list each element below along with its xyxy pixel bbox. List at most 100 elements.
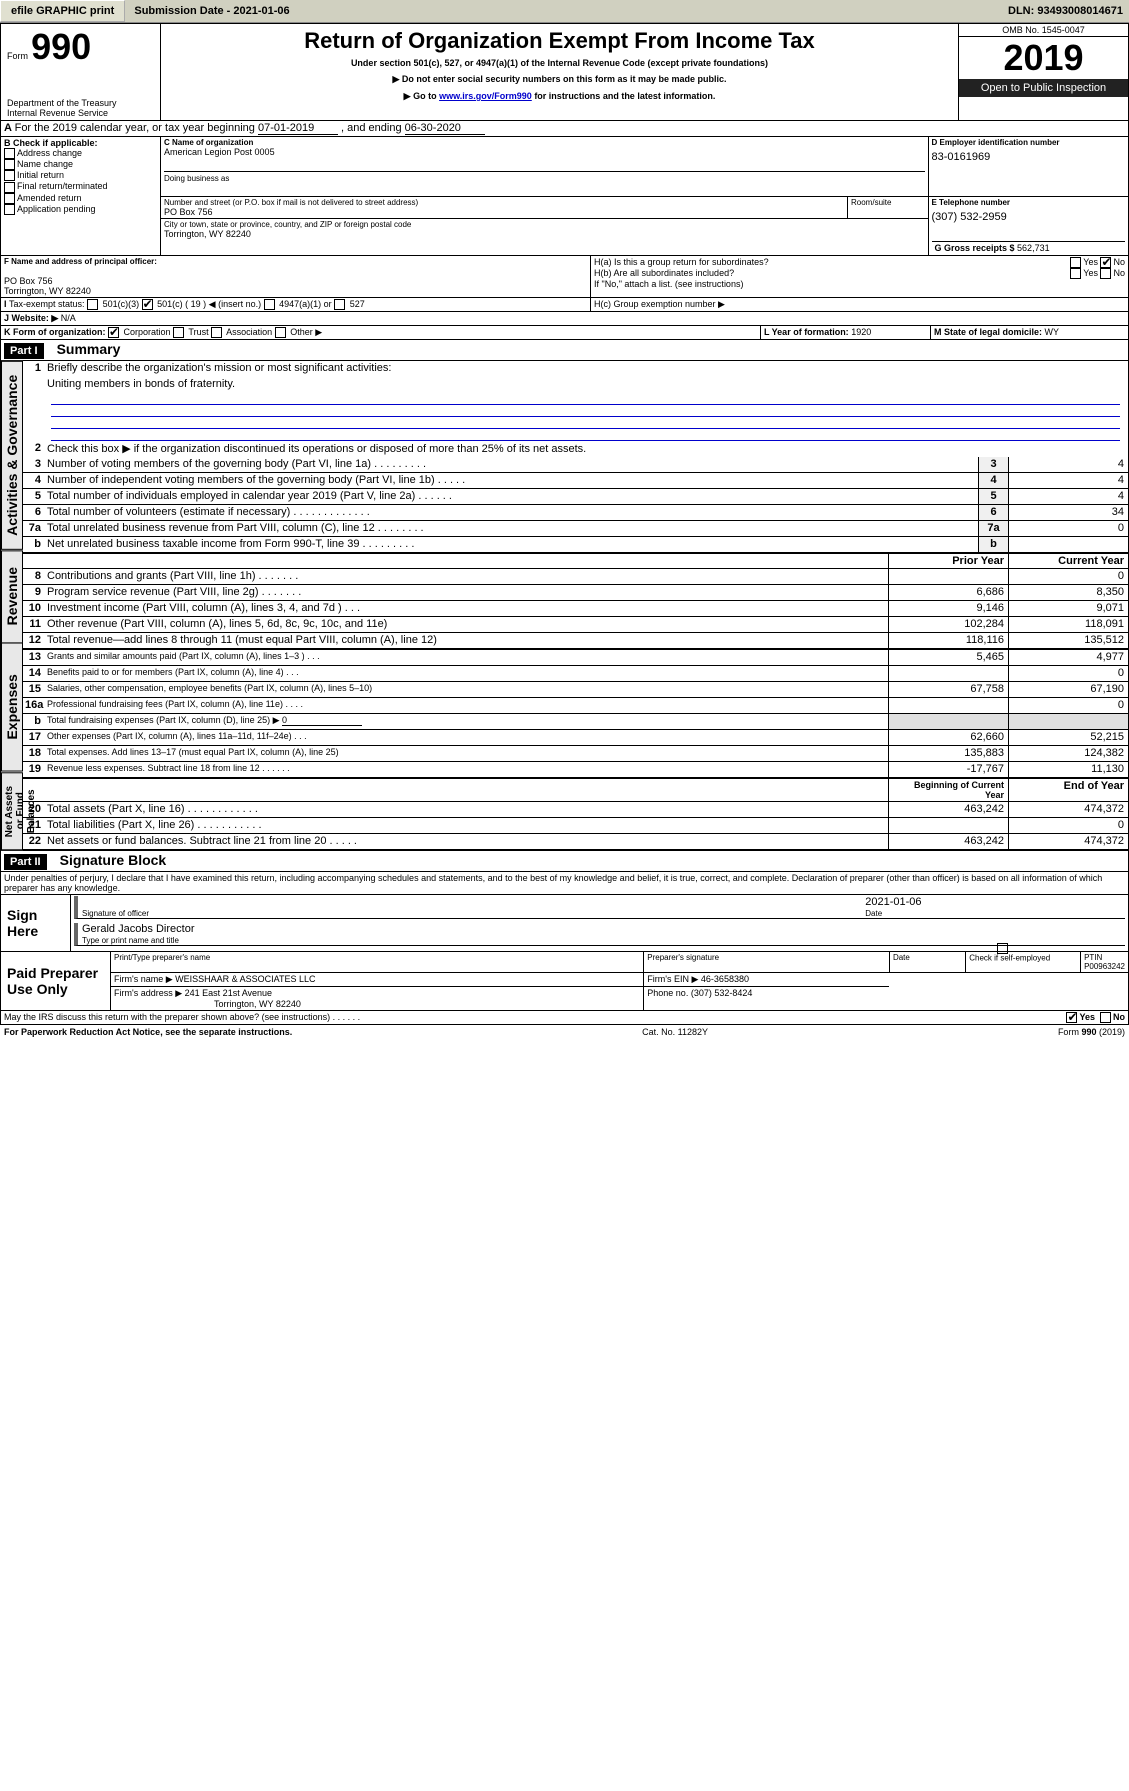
expense-row-17: 17Other expenses (Part IX, column (A), l…	[23, 730, 1128, 746]
gross-receipts: 562,731	[1017, 243, 1050, 253]
prior-year-header: Prior Year	[888, 554, 1008, 568]
form-footer: For Paperwork Reduction Act Notice, see …	[0, 1025, 1129, 1039]
expense-row-16a: 16aProfessional fundraising fees (Part I…	[23, 698, 1128, 714]
klm-row: K Form of organization: Corporation Trus…	[0, 326, 1129, 340]
street: PO Box 756	[164, 207, 844, 217]
paid-preparer-block: Paid Preparer Use Only Print/Type prepar…	[0, 952, 1129, 1011]
prep-date-label: Date	[889, 952, 965, 973]
firm-name: WEISSHAAR & ASSOCIATES LLC	[175, 974, 315, 984]
part1-body: Activities & Governance Revenue Expenses…	[0, 360, 1129, 851]
firm-ein: 46-3658380	[701, 974, 749, 984]
street-label: Number and street (or P.O. box if mail i…	[164, 198, 844, 207]
ha-label: H(a) Is this a group return for subordin…	[594, 257, 769, 268]
expense-row-13: 13Grants and similar amounts paid (Part …	[23, 650, 1128, 666]
chk-527[interactable]	[334, 299, 345, 310]
omb: OMB No. 1545-0047	[959, 24, 1128, 37]
city: Torrington, WY 82240	[164, 229, 845, 239]
chk-assoc[interactable]	[211, 327, 222, 338]
i-label: Tax-exempt status:	[9, 299, 85, 309]
line-a: A For the 2019 calendar year, or tax yea…	[0, 121, 1129, 137]
chk-address-change[interactable]: Address change	[4, 148, 157, 159]
summary-row-4: 4Number of independent voting members of…	[23, 473, 1128, 489]
chk-amended[interactable]: Amended return	[4, 193, 157, 204]
vlabel-netassets: Net Assets or Fund Balances	[1, 772, 23, 850]
hb-note: If "No," attach a list. (see instruction…	[594, 279, 1125, 289]
city-label: City or town, state or province, country…	[164, 220, 845, 229]
i-row: I Tax-exempt status: 501(c)(3) 501(c) ( …	[0, 298, 1129, 312]
revenue-row-9: 9Program service revenue (Part VIII, lin…	[23, 585, 1128, 601]
form-number: 990	[31, 26, 91, 67]
efile-print-button[interactable]: efile GRAPHIC print	[0, 0, 125, 22]
revenue-row-11: 11Other revenue (Part VIII, column (A), …	[23, 617, 1128, 633]
chk-app-pending[interactable]: Application pending	[4, 204, 157, 215]
summary-row-3: 3Number of voting members of the governi…	[23, 457, 1128, 473]
sig-officer-label: Signature of officer	[82, 909, 861, 918]
self-employed-label: Check if self-employed	[969, 954, 1050, 963]
expense-row-19: 19Revenue less expenses. Subtract line 1…	[23, 762, 1128, 778]
hb-no[interactable]	[1100, 268, 1111, 279]
open-to-inspection: Open to Public Inspection	[959, 79, 1128, 97]
part2-header: Part II Signature Block	[0, 851, 1129, 871]
dept-treasury: Department of the Treasury	[7, 98, 154, 108]
d-ein-label: D Employer identification number	[932, 138, 1126, 147]
revenue-row-12: 12Total revenue—add lines 8 through 11 (…	[23, 633, 1128, 649]
chk-name-change[interactable]: Name change	[4, 159, 157, 170]
hb-yes[interactable]	[1070, 268, 1081, 279]
j-row: J Website: ▶ N/A	[0, 312, 1129, 326]
vlabel-expenses: Expenses	[1, 643, 23, 772]
part2-title: Signature Block	[60, 852, 167, 868]
org-name: American Legion Post 0005	[164, 147, 925, 157]
hb-label: H(b) Are all subordinates included?	[594, 268, 734, 279]
firm-addr2: Torrington, WY 82240	[114, 999, 301, 1009]
ein: 83-0161969	[932, 151, 1126, 163]
part1-title: Summary	[57, 341, 121, 357]
officer-addr2: Torrington, WY 82240	[4, 286, 587, 296]
chk-final-return[interactable]: Final return/terminated	[4, 181, 157, 192]
ha-yes[interactable]	[1070, 257, 1081, 268]
chk-4947[interactable]	[264, 299, 275, 310]
chk-corp[interactable]	[108, 327, 119, 338]
cat-no: Cat. No. 11282Y	[642, 1027, 708, 1037]
tax-year: 2019	[959, 37, 1128, 79]
ha-no[interactable]	[1100, 257, 1111, 268]
sign-here-block: Sign Here Signature of officer 2021-01-0…	[0, 895, 1129, 952]
firm-phone: (307) 532-8424	[691, 988, 753, 998]
form-subtitle-2: Do not enter social security numbers on …	[402, 74, 727, 84]
dln: DLN: 93493008014671	[1002, 1, 1129, 21]
ty-end: 06-30-2020	[405, 122, 485, 135]
chk-initial-return[interactable]: Initial return	[4, 170, 157, 181]
prep-name-label: Print/Type preparer's name	[111, 952, 644, 973]
website: N/A	[61, 313, 76, 323]
expense-row-14: 14Benefits paid to or for members (Part …	[23, 666, 1128, 682]
summary-row-7a: 7aTotal unrelated business revenue from …	[23, 521, 1128, 537]
revenue-row-10: 10Investment income (Part VIII, column (…	[23, 601, 1128, 617]
form-header: Form 990 Department of the Treasury Inte…	[0, 23, 1129, 121]
net-row-21: 21Total liabilities (Part X, line 26) . …	[23, 818, 1128, 834]
irs-link[interactable]: www.irs.gov/Form990	[439, 91, 532, 101]
g-gross-label: G Gross receipts $	[935, 243, 1018, 253]
current-year-header: Current Year	[1008, 554, 1128, 568]
mission: Uniting members in bonds of fraternity.	[47, 378, 235, 390]
chk-other[interactable]	[275, 327, 286, 338]
state-domicile: WY	[1045, 327, 1060, 337]
chk-self-employed[interactable]	[997, 943, 1008, 954]
vlabel-governance: Activities & Governance	[1, 361, 23, 550]
room-suite-label: Room/suite	[848, 197, 928, 219]
jurat: Under penalties of perjury, I declare th…	[0, 871, 1129, 895]
chk-trust[interactable]	[173, 327, 184, 338]
chk-501c3[interactable]	[87, 299, 98, 310]
chk-501c[interactable]	[142, 299, 153, 310]
discuss-row: May the IRS discuss this return with the…	[0, 1011, 1129, 1025]
form-subtitle-1: Under section 501(c), 527, or 4947(a)(1)…	[171, 58, 948, 68]
expense-row-15: 15Salaries, other compensation, employee…	[23, 682, 1128, 698]
discuss-yes[interactable]	[1066, 1012, 1077, 1023]
expense-row-b: bTotal fundraising expenses (Part IX, co…	[23, 714, 1128, 730]
beg-year-header: Beginning of Current Year	[888, 779, 1008, 801]
hc-label: H(c) Group exemption number ▶	[591, 298, 1129, 312]
discuss-no[interactable]	[1100, 1012, 1111, 1023]
summary-row-6: 6Total number of volunteers (estimate if…	[23, 505, 1128, 521]
form-word: Form	[7, 51, 28, 61]
year-formation: 1920	[851, 327, 871, 337]
fh-block: F Name and address of principal officer:…	[0, 256, 1129, 298]
e-phone-label: E Telephone number	[932, 198, 1126, 207]
